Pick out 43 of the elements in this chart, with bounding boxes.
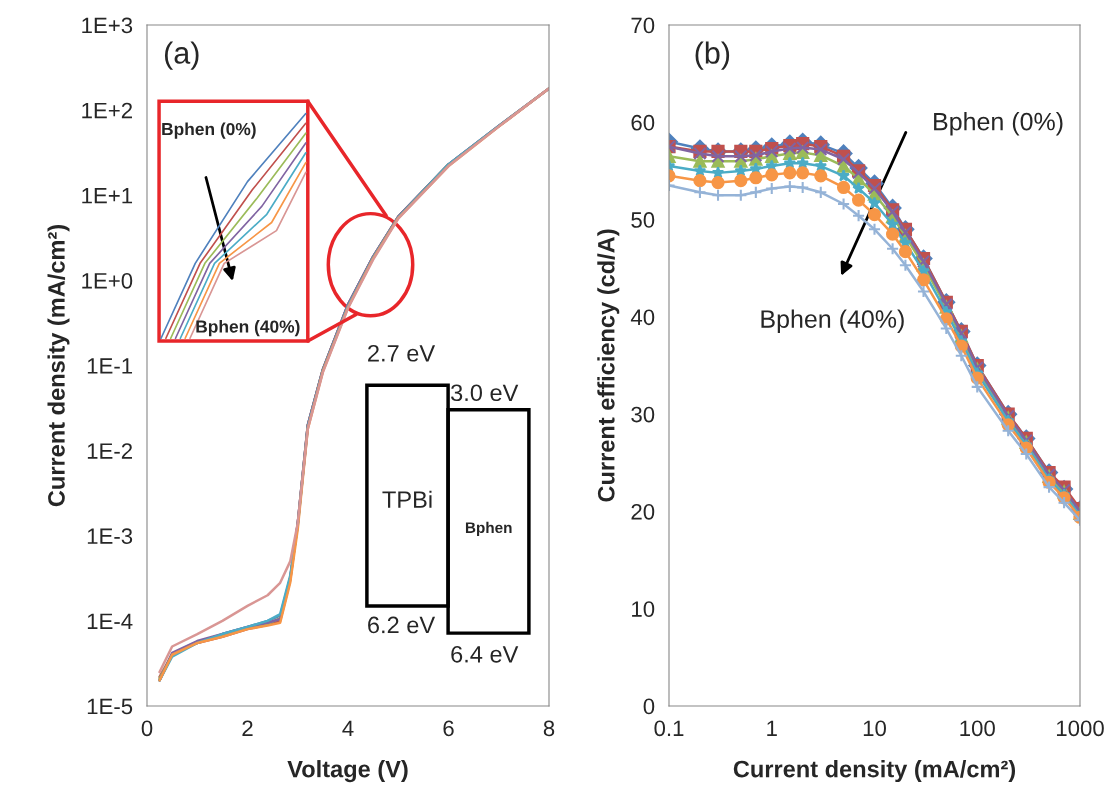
y-tick-label: 1E-1 — [87, 358, 133, 374]
x-tick-label: 0 — [141, 720, 153, 737]
x-tick-label: 8 — [543, 720, 555, 737]
y-tick-label: 30 — [631, 406, 655, 423]
annotation: (b) — [695, 41, 730, 70]
annotation: 6.2 eV — [368, 616, 436, 634]
x-axis-title: Voltage (V) — [287, 760, 408, 783]
y-tick-label: 1E-4 — [87, 613, 133, 629]
x-tick-label: 4 — [342, 720, 354, 736]
annotation: Bphen (0%) — [162, 122, 256, 139]
y-tick-label: 50 — [631, 212, 655, 228]
y-tick-label: 70 — [631, 17, 655, 34]
x-tick-label: 2 — [242, 720, 253, 736]
annotation: Bphen — [465, 521, 512, 537]
y-tick-label: 1E-5 — [87, 698, 133, 715]
y-tick-label: 20 — [631, 503, 655, 520]
annotation: TPBi — [382, 490, 432, 508]
annotation: Bphen (40%) — [196, 319, 300, 337]
y-tick-label: 1E+3 — [82, 17, 133, 34]
x-axis-title: Current density (mA/cm²) — [733, 760, 1016, 783]
y-tick-label: 1E-3 — [87, 528, 133, 545]
annotation: 2.7 eV — [368, 344, 436, 362]
x-tick-label: 10 — [863, 720, 886, 737]
y-tick-label: 60 — [631, 114, 655, 131]
y-tick-label: 1E+2 — [82, 102, 132, 119]
y-tick-label: 10 — [632, 601, 655, 617]
y-tick-label: 0 — [643, 698, 655, 715]
y-tick-label: 1E+1 — [82, 188, 133, 204]
x-tick-label: 0.1 — [654, 720, 684, 737]
y-tick-label: 1E-2 — [87, 443, 132, 459]
annotation: (a) — [164, 41, 199, 70]
annotation: 6.4 eV — [451, 645, 519, 663]
annotation: 3.0 eV — [451, 384, 519, 402]
x-tick-label: 100 — [960, 720, 995, 737]
x-tick-label: 6 — [443, 720, 454, 737]
x-tick-label: 1 — [767, 720, 777, 736]
y-tick-label: 1E+0 — [82, 272, 133, 289]
x-tick-label: 1000 — [1056, 720, 1104, 737]
annotation: Bphen (0%) — [934, 112, 1063, 136]
annotation: Bphen (40%) — [761, 309, 904, 333]
y-axis-title: Current density (mA/cm²) — [47, 224, 70, 507]
y-axis-title: Current efficiency (cd/A) — [597, 229, 620, 502]
y-tick-label: 40 — [630, 309, 655, 326]
